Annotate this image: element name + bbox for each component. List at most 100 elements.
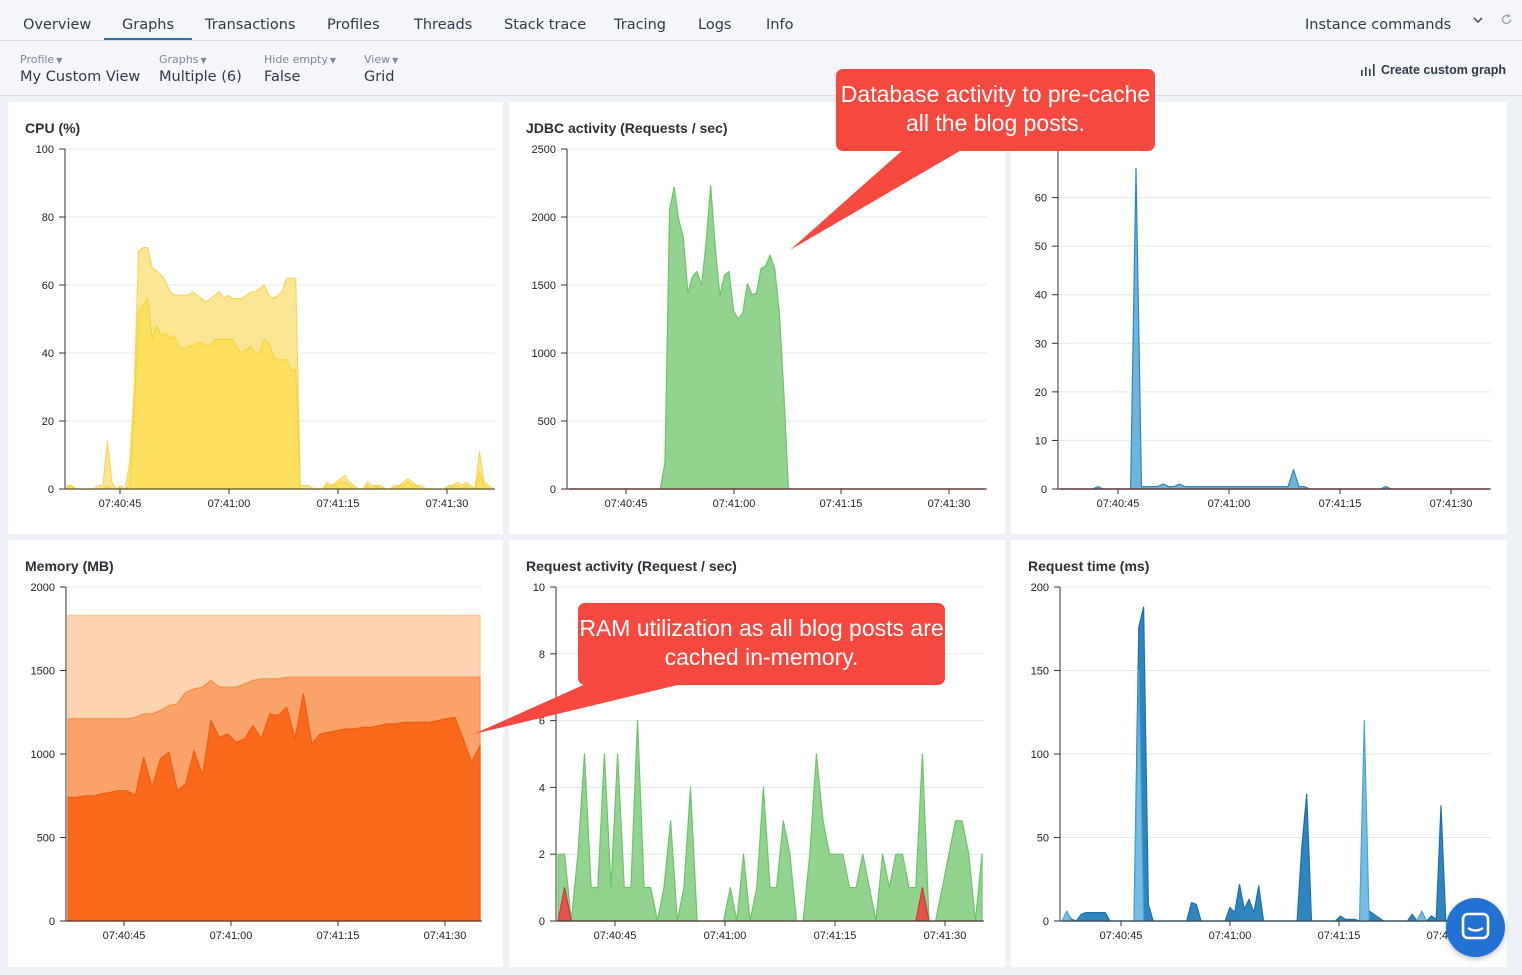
y-tick-label: 0 [550,484,556,496]
request-time-chart-panel: Request time (ms) 0 50 100 150 200 07:40:45 07… [1011,540,1507,967]
view-filter-label[interactable]: View ▼ [364,53,399,66]
y-tick-label: 1000 [532,348,556,360]
third-chart: 0 10 20 30 40 50 60 07:40:45 07:41:00 07:41:15 07:… [1035,149,1491,510]
callout-database-activity: Database activity to pre-cache all the b… [836,69,1155,151]
x-tick-label: 07:40:45 [1097,498,1140,510]
x-tick-label: 07:41:00 [208,498,251,510]
y-tick-label: 1000 [31,749,55,761]
x-tick-label: 07:40:45 [605,498,648,510]
series-area-0 [568,185,986,490]
chart-title: CPU (%) [25,120,81,136]
series-area-1 [1061,669,1490,922]
x-tick-label: 07:40:45 [1100,930,1143,942]
y-tick-label: 2000 [532,212,556,224]
tab-threads[interactable]: Threads [414,17,473,33]
x-tick-label: 07:41:00 [210,930,253,942]
y-tick-label: 20 [1035,387,1047,399]
y-tick-label: 40 [42,348,54,360]
chart-title: Request activity (Request / sec) [526,558,737,574]
graphs-filter-label[interactable]: Graphs ▼ [159,53,207,66]
request-time-chart: 05010015020007:40:4507:41:0007:41:1507:4… [1031,582,1491,942]
y-tick-label: 40 [1035,290,1047,302]
hide-empty-filter-value[interactable]: False [264,69,301,85]
chart-title: JDBC activity (Requests / sec) [526,120,728,136]
x-tick-label: 07:41:00 [1209,930,1252,942]
tab-info[interactable]: Info [766,17,794,33]
graphs-filter-value[interactable]: Multiple (6) [159,69,242,85]
y-tick-label: 0 [1043,916,1049,928]
profile-filter-label[interactable]: Profile ▼ [20,53,63,66]
y-tick-label: 150 [1031,666,1049,678]
refresh-icon[interactable] [1500,13,1513,29]
y-tick-label: 30 [1035,338,1047,350]
top-nav: Overview Graphs Transactions Profiles Th… [0,0,1522,41]
cpu-chart-panel: CPU (%) 0 20 40 60 80 100 07:40:45 07:41:00 07:4… [8,102,503,534]
x-tick-label: 07:41:30 [1430,498,1473,510]
y-tick-label: 2 [539,849,545,861]
x-tick-label: 07:41:30 [924,930,967,942]
hide-empty-filter-label[interactable]: Hide empty ▼ [264,53,337,66]
x-tick-label: 07:41:15 [317,930,360,942]
y-tick-label: 500 [37,833,55,845]
jdbc-chart: 0 500 1000 1500 2000 2500 07:40:45 07:41:00 07:4… [532,144,987,510]
y-tick-label: 6 [539,716,545,728]
x-tick-label: 07:41:00 [713,498,756,510]
x-tick-label: 07:41:15 [1318,930,1361,942]
y-tick-label: 80 [42,212,54,224]
y-tick-label: 500 [538,416,556,428]
chat-icon [1461,912,1490,940]
profile-filter-value[interactable]: My Custom View [20,69,141,85]
x-tick-label: 07:41:15 [317,498,360,510]
y-tick-label: 1500 [532,280,556,292]
y-tick-label: 10 [533,582,545,594]
memory-chart: 0 500 1000 1500 2000 07:40:45 07:41:00 07:41:15… [31,582,482,942]
y-tick-label: 0 [539,916,545,928]
y-tick-label: 50 [1037,833,1049,845]
y-tick-label: 200 [1031,582,1049,594]
x-tick-label: 07:41:30 [426,498,469,510]
tab-tracing[interactable]: Tracing [614,17,666,33]
jdbc-chart-panel: JDBC activity (Requests / sec) 0 500 1000 1… [509,102,1005,534]
instance-commands-dropdown[interactable]: Instance commands [1305,17,1452,33]
x-tick-label: 07:41:00 [704,930,747,942]
tab-overview[interactable]: Overview [23,17,92,33]
y-tick-label: 100 [1031,749,1049,761]
chart-title: Memory (MB) [25,558,114,574]
chevron-down-icon[interactable] [1472,14,1484,29]
tab-logs[interactable]: Logs [698,17,732,33]
y-tick-label: 4 [539,782,545,794]
y-tick-label: 8 [539,649,545,661]
tab-graphs[interactable]: Graphs [104,0,193,40]
y-tick-label: 0 [1041,484,1047,496]
y-tick-label: 2500 [532,144,556,156]
y-tick-label: 50 [1035,241,1047,253]
x-tick-label: 07:40:45 [594,930,637,942]
series-area-0 [557,720,983,922]
y-tick-label: 2000 [31,582,55,594]
tab-transactions[interactable]: Transactions [205,17,296,33]
cpu-chart: 0 20 40 60 80 100 07:40:45 07:41:00 07:41:15 07:4… [36,144,495,510]
third-chart-panel: 0 10 20 30 40 50 60 07:40:45 07:41:00 07:41:15 07:… [1011,102,1507,534]
tab-profiles[interactable]: Profiles [327,17,380,33]
x-tick-label: 07:40:45 [99,498,142,510]
x-tick-label: 07:41:15 [820,498,863,510]
y-tick-label: 0 [48,484,54,496]
bar-chart-icon [1360,63,1375,79]
x-tick-label: 07:41:15 [814,930,857,942]
series-area-0 [1061,606,1490,922]
x-tick-label: 07:40:45 [103,930,146,942]
x-tick-label: 07:41:00 [1208,498,1251,510]
chat-launcher-button[interactable] [1446,898,1505,957]
y-tick-label: 0 [49,916,55,928]
callout-ram-utilization: RAM utilization as all blog posts are ca… [578,603,945,685]
filter-bar: Profile ▼ My Custom View Graphs ▼ Multiple… [0,41,1522,96]
x-tick-label: 07:41:30 [928,498,971,510]
x-tick-label: 07:41:15 [1319,498,1362,510]
tab-stack-trace[interactable]: Stack trace [504,17,587,33]
x-tick-label: 07:41:30 [424,930,467,942]
y-tick-label: 60 [1035,193,1047,205]
view-filter-value[interactable]: Grid [364,69,395,85]
create-custom-graph-button[interactable]: Create custom graph [1360,63,1506,79]
y-tick-label: 1500 [31,666,55,678]
series-area-2 [67,693,481,922]
